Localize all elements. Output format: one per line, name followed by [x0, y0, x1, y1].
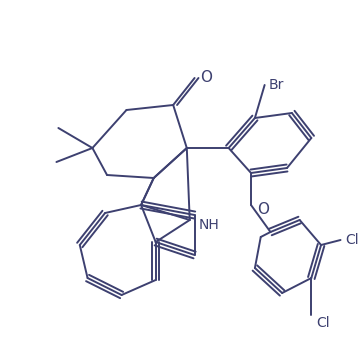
Text: O: O	[200, 70, 212, 85]
Text: O: O	[257, 203, 269, 218]
Text: Cl: Cl	[345, 233, 359, 247]
Text: Br: Br	[269, 78, 284, 92]
Text: Cl: Cl	[316, 316, 330, 330]
Text: NH: NH	[199, 218, 220, 232]
